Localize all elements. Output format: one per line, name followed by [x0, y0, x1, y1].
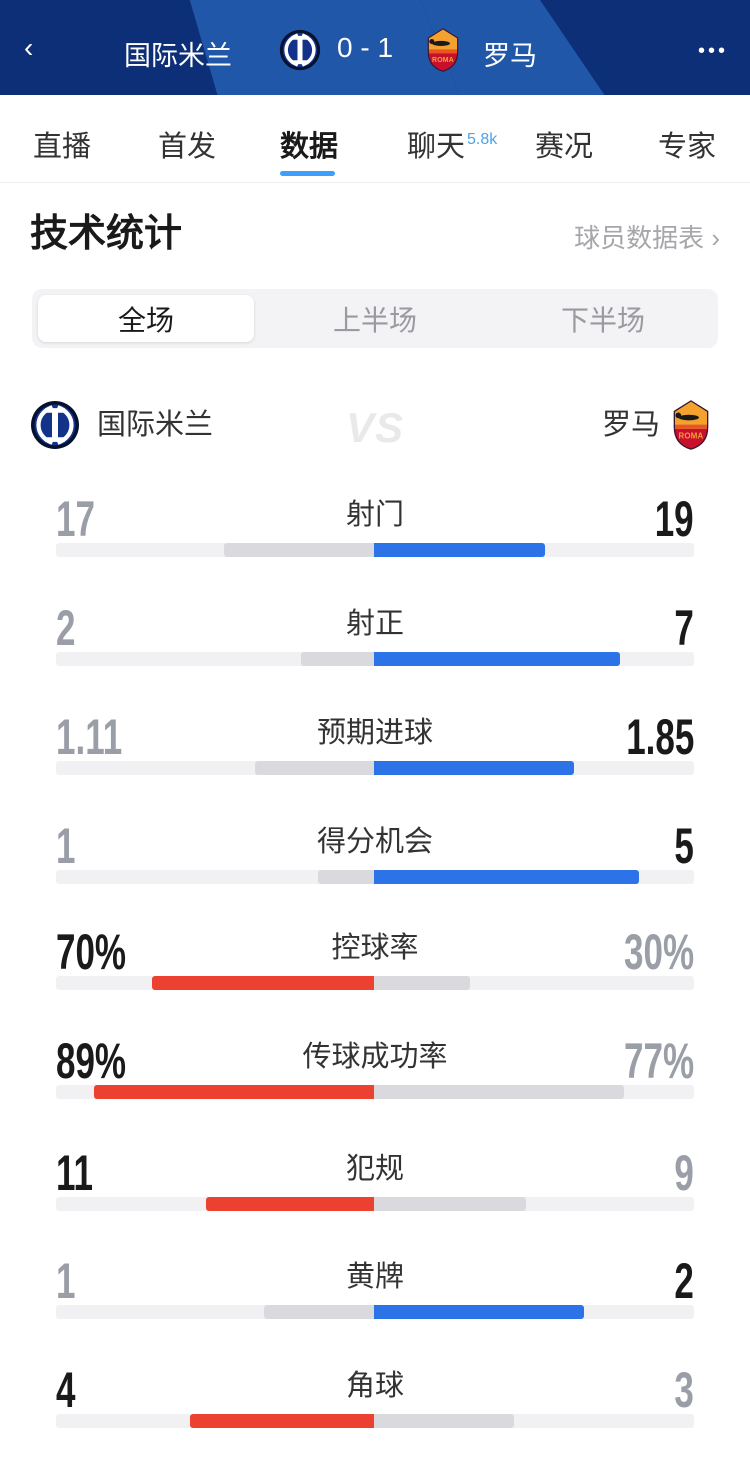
svg-text:ROMA: ROMA	[432, 57, 454, 64]
svg-text:ROMA: ROMA	[679, 432, 704, 441]
